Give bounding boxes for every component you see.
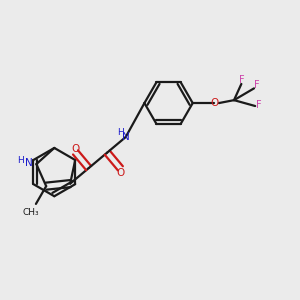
Text: O: O — [210, 98, 219, 108]
Text: F: F — [238, 75, 244, 85]
Text: O: O — [71, 144, 80, 154]
Text: O: O — [116, 168, 124, 178]
Text: H: H — [17, 156, 24, 165]
Text: N: N — [122, 132, 130, 142]
Text: F: F — [256, 100, 262, 110]
Text: F: F — [254, 80, 259, 89]
Text: H: H — [117, 128, 124, 137]
Text: N: N — [25, 158, 33, 168]
Text: CH₃: CH₃ — [23, 208, 40, 217]
